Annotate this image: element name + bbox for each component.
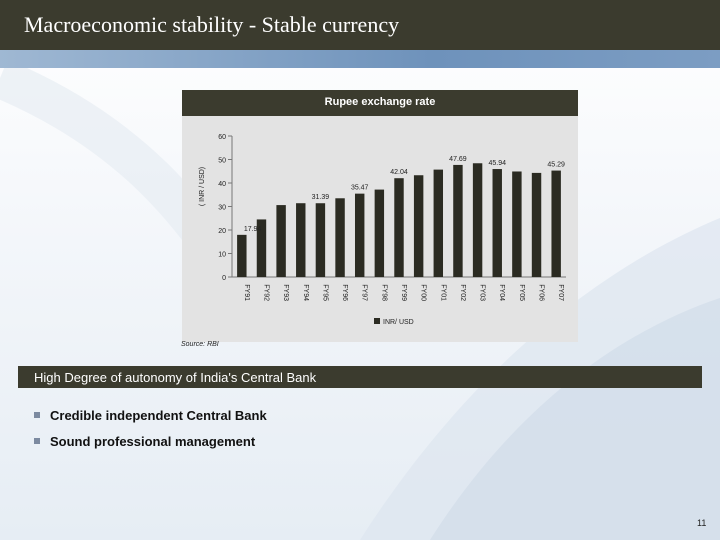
x-tick-label: FY00 <box>420 284 427 301</box>
data-label: 45.29 <box>547 162 565 169</box>
bar <box>256 219 267 277</box>
bar <box>315 203 326 277</box>
bar <box>276 205 286 277</box>
title-accent-strip <box>0 50 720 68</box>
bar-chart: 0 10 20 30 40 50 60 ( INR / USD) FY91 FY92 FY93 FY9… <box>199 134 566 326</box>
list-item: Sound professional management <box>34 434 267 460</box>
data-label: 35.47 <box>351 185 369 192</box>
x-tick-label: FY98 <box>380 284 387 301</box>
bar <box>296 203 306 277</box>
section-banner: High Degree of autonomy of India's Centr… <box>18 366 702 388</box>
slide-title: Macroeconomic stability - Stable currenc… <box>24 12 400 37</box>
bullet-square-icon <box>34 412 40 418</box>
x-tick-label: FY91 <box>243 284 250 301</box>
y-tick-label: 40 <box>218 181 226 188</box>
legend-swatch <box>374 318 380 324</box>
bullet-text: Credible independent Central Bank <box>50 408 267 423</box>
x-tick-label: FY06 <box>538 284 545 301</box>
bar <box>453 164 463 277</box>
title-bar: Macroeconomic stability - Stable currenc… <box>0 0 720 50</box>
x-tick-label: FY99 <box>400 284 407 301</box>
bar <box>433 169 444 277</box>
bar <box>354 193 365 277</box>
y-tick-label: 60 <box>218 134 226 141</box>
x-tick-label: FY95 <box>321 284 328 301</box>
x-tick-label: FY96 <box>341 284 348 301</box>
data-label: 45.94 <box>488 160 506 167</box>
bullet-square-icon <box>34 438 40 444</box>
x-tick-label: FY01 <box>439 284 446 301</box>
bar <box>531 172 542 277</box>
x-tick-label: FY07 <box>557 284 564 301</box>
banner-text: High Degree of autonomy of India's Centr… <box>34 370 317 385</box>
bar <box>512 171 522 277</box>
x-tick-label: FY97 <box>361 284 368 301</box>
y-tick-label: 10 <box>218 252 226 259</box>
page-number: 11 <box>697 518 707 528</box>
bar <box>413 175 424 277</box>
y-axis-label: ( INR / USD) <box>199 167 206 206</box>
y-tick-label: 30 <box>218 205 226 212</box>
y-tick-label: 50 <box>218 158 226 165</box>
bar <box>551 170 561 277</box>
data-label: 42.04 <box>390 169 408 176</box>
x-tick-label: FY04 <box>498 284 505 301</box>
bar <box>237 234 247 277</box>
x-tick-label: FY03 <box>479 284 486 301</box>
data-label: 47.69 <box>449 156 467 163</box>
bar <box>374 189 385 277</box>
y-tick-label: 0 <box>222 275 226 282</box>
x-tick-label: FY02 <box>459 284 466 301</box>
chart-title: Rupee exchange rate <box>182 90 578 116</box>
source-note: Source: RBI <box>181 341 219 348</box>
bar <box>492 169 502 277</box>
bar <box>472 163 483 277</box>
y-tick-label: 20 <box>218 228 226 235</box>
data-label: 31.39 <box>312 194 330 201</box>
legend-label: INR/ USD <box>383 319 414 326</box>
x-tick-label: FY92 <box>262 284 269 301</box>
x-tick-label: FY93 <box>282 284 289 301</box>
data-label: 17.94 <box>244 226 262 233</box>
bar <box>394 178 404 277</box>
list-item: Credible independent Central Bank <box>34 408 267 434</box>
x-tick-label: FY94 <box>302 284 309 301</box>
bullet-text: Sound professional management <box>50 434 256 449</box>
bullet-list: Credible independent Central Bank Sound … <box>34 408 267 460</box>
x-tick-label: FY05 <box>518 284 525 301</box>
bar <box>335 198 345 277</box>
